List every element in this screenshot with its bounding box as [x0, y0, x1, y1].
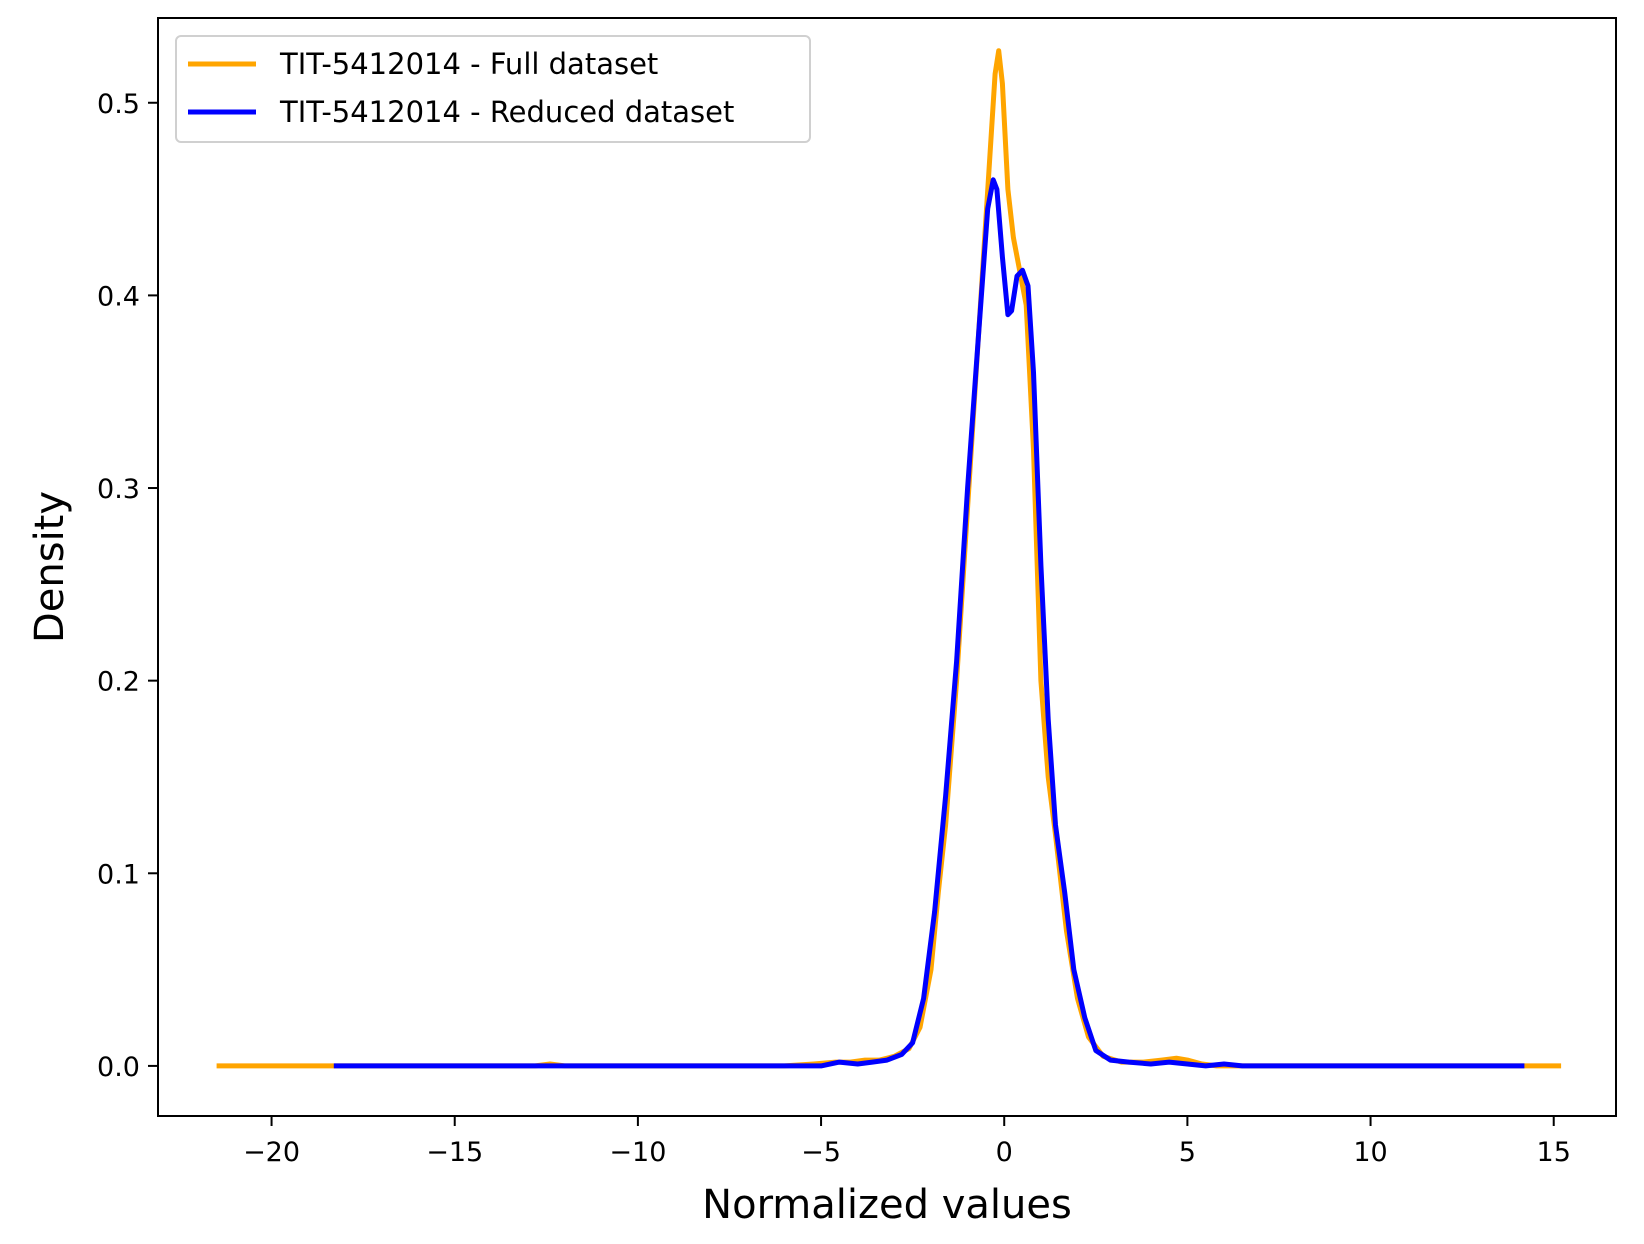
y-tick-label: 0.5 — [97, 89, 140, 120]
x-tick-label: 5 — [1179, 1137, 1196, 1168]
x-tick-label: −15 — [426, 1137, 483, 1168]
series-line-reduced-dataset — [333, 177, 1525, 1069]
plot-frame — [157, 17, 1617, 1117]
y-axis-title: Density — [27, 491, 73, 643]
y-tick-label: 0.3 — [97, 474, 140, 505]
series-layer — [216, 48, 1562, 1069]
y-tick-label: 0.2 — [97, 667, 140, 698]
legend-label-full: TIT-5412014 - Full dataset — [279, 47, 658, 81]
y-axis-ticks: 0.0 0.1 0.2 0.3 0.4 0.5 — [97, 89, 158, 1083]
y-tick-label: 0.0 — [97, 1052, 140, 1083]
legend-label-reduced: TIT-5412014 - Reduced dataset — [279, 95, 734, 129]
x-tick-label: −20 — [243, 1137, 300, 1168]
x-tick-label: −10 — [609, 1137, 666, 1168]
x-tick-label: 10 — [1353, 1137, 1387, 1168]
x-axis-title: Normalized values — [702, 1182, 1072, 1228]
y-tick-label: 0.4 — [97, 281, 140, 312]
x-tick-label: 0 — [996, 1137, 1013, 1168]
legend: TIT-5412014 - Full dataset TIT-5412014 -… — [175, 35, 811, 143]
x-tick-label: −5 — [801, 1137, 841, 1168]
x-tick-label: 15 — [1537, 1137, 1571, 1168]
legend-box — [175, 35, 811, 143]
y-tick-label: 0.1 — [97, 859, 140, 890]
x-axis-ticks: −20 −15 −10 −5 0 5 10 15 — [243, 1116, 1571, 1168]
